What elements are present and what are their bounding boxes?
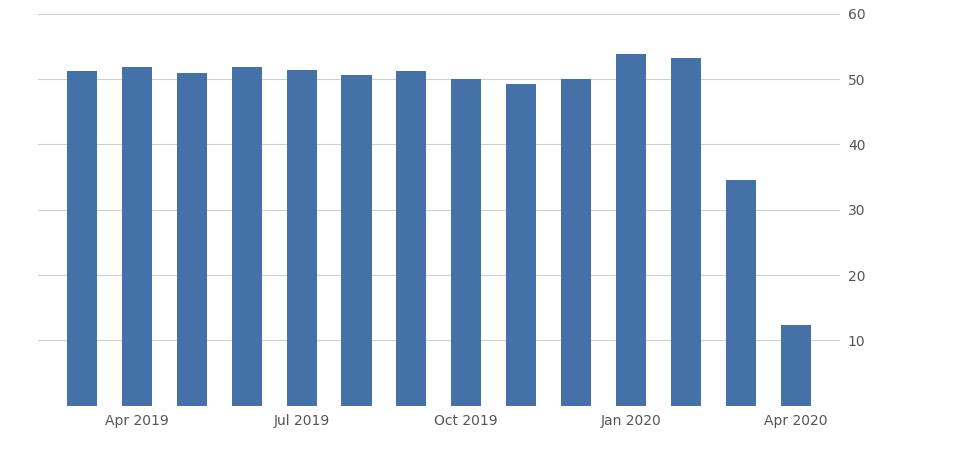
Bar [451, 79, 481, 406]
Bar [395, 71, 426, 406]
Bar [176, 73, 207, 406]
Bar [232, 67, 261, 406]
Bar [780, 325, 810, 406]
Bar [616, 53, 645, 406]
Bar [286, 70, 316, 406]
Bar [505, 84, 536, 406]
Bar [67, 71, 97, 406]
Bar [341, 75, 372, 406]
Bar [122, 67, 152, 406]
Bar [725, 180, 755, 406]
Bar [670, 58, 700, 406]
Bar [560, 79, 591, 406]
